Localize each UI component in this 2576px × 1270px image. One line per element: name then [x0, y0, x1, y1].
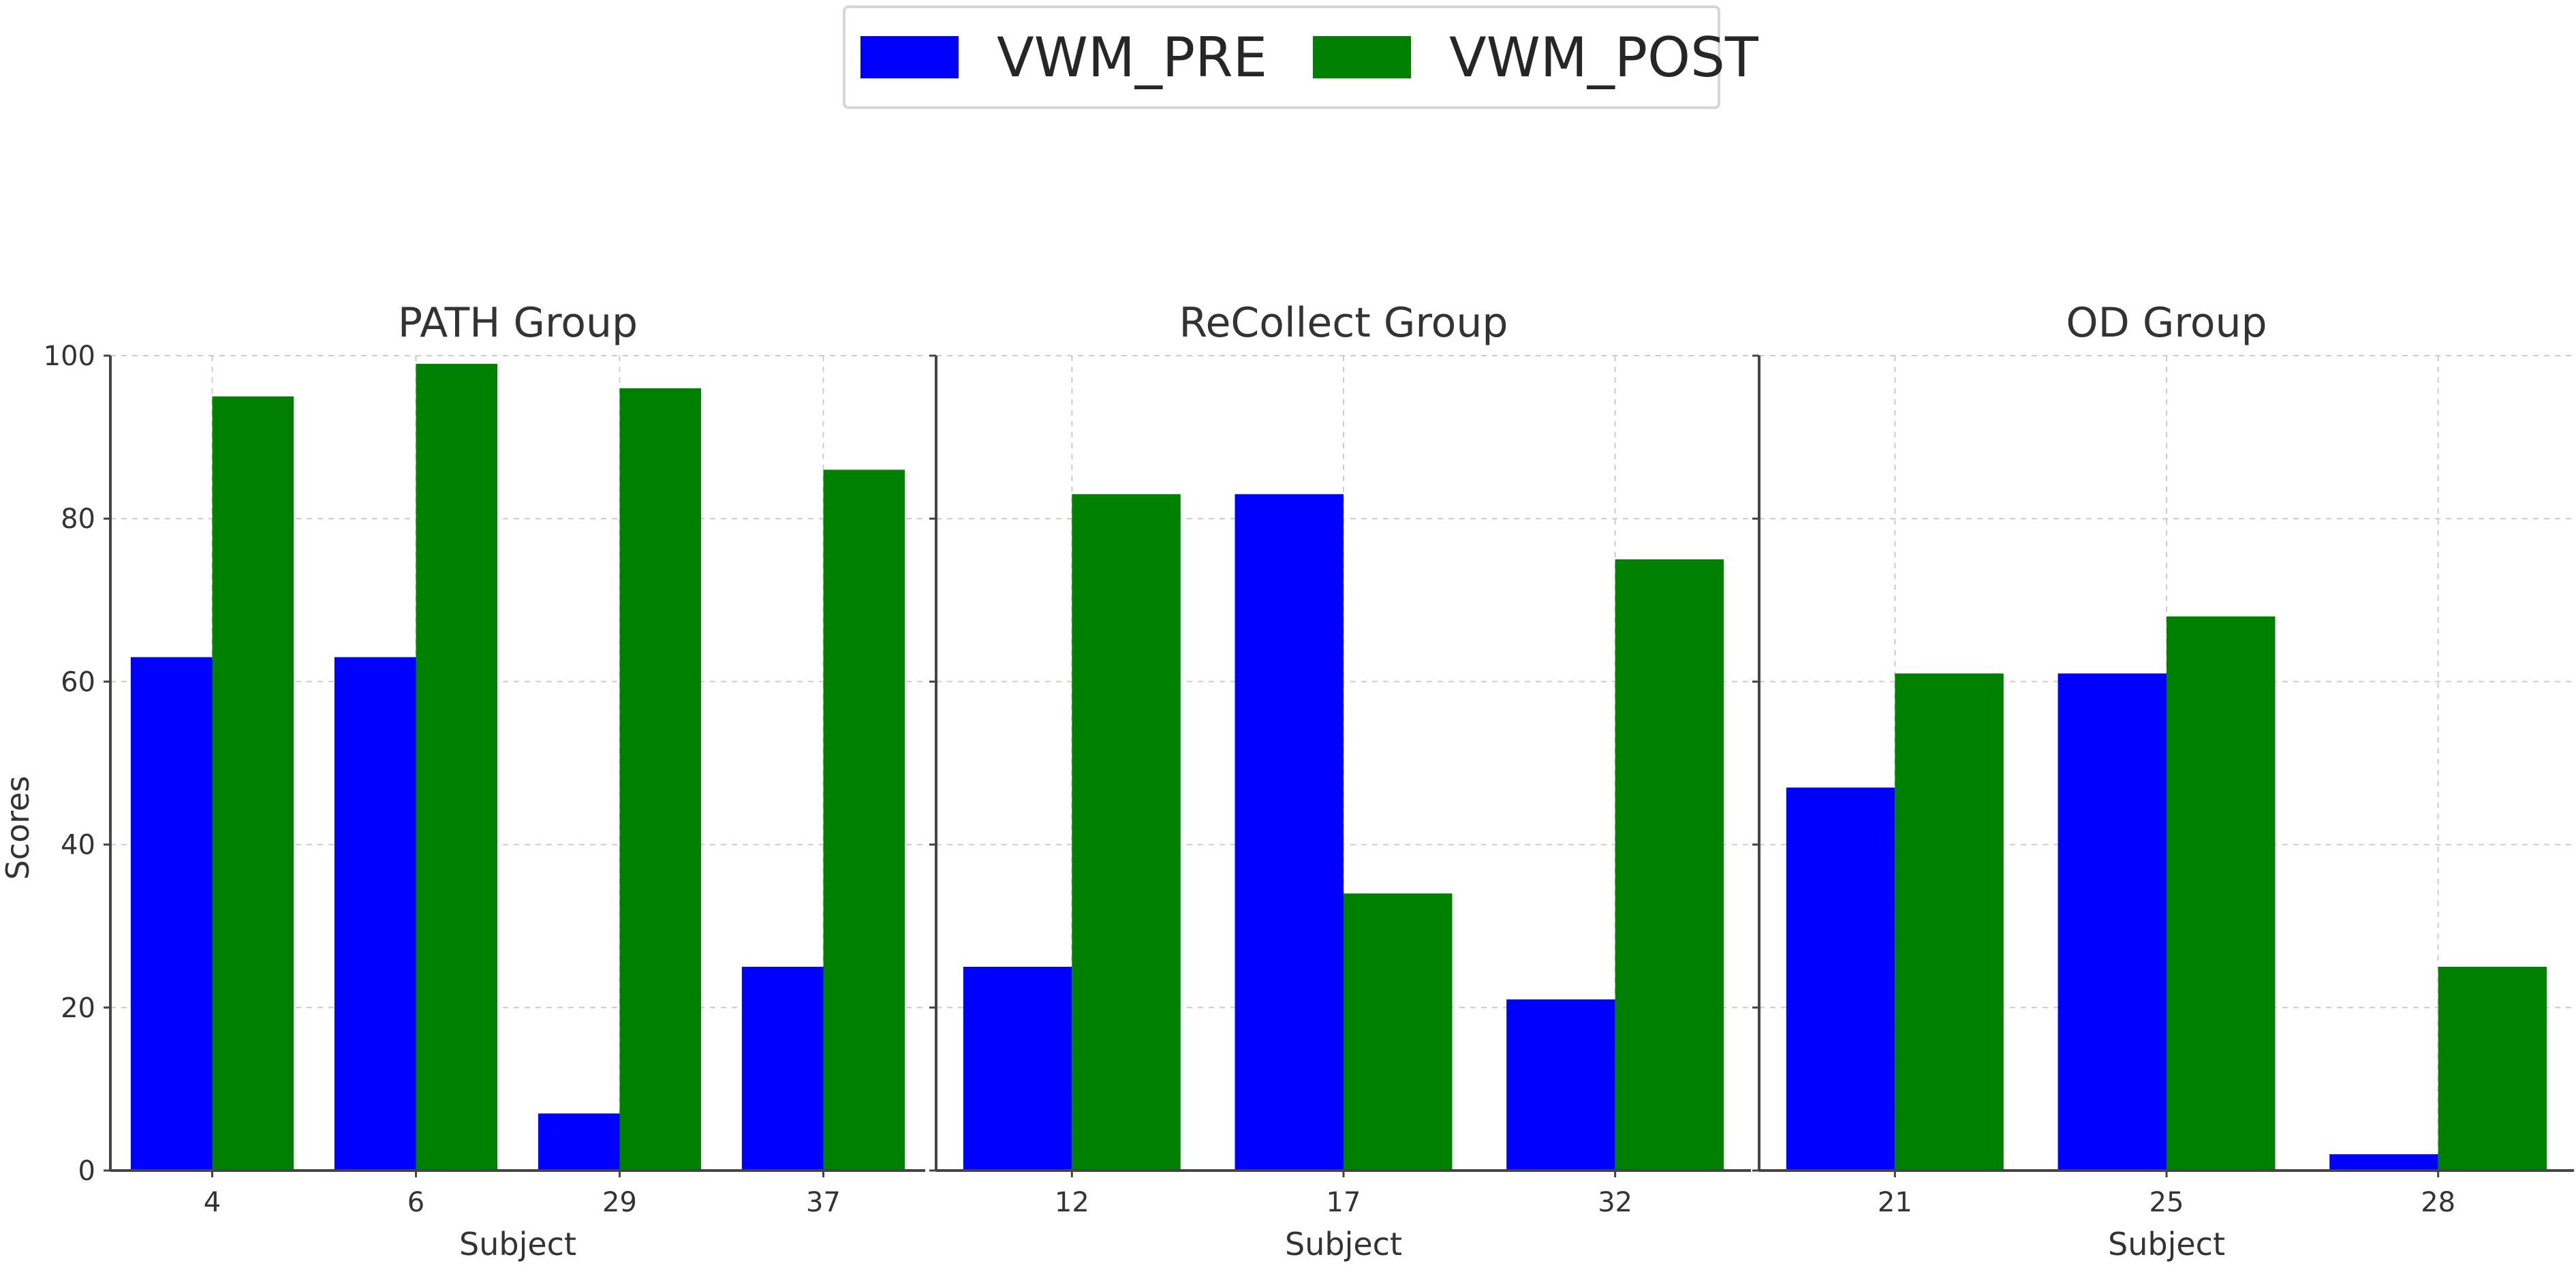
x-tick-label-6: 6	[407, 1187, 424, 1218]
x-tick-label-37: 37	[806, 1187, 841, 1218]
panel-1: 0 20 40 60 80 100 4 6 29 37 Subject PATH Group	[44, 299, 925, 1263]
bar-vwm-post-32	[1615, 559, 1724, 1171]
chart-legend: VWM_PRE VWM_POST	[843, 5, 1758, 109]
panel-title: PATH Group	[398, 299, 638, 347]
panel-title: ReCollect Group	[1179, 299, 1508, 347]
y-tick-label: 40	[61, 830, 95, 861]
x-tick-label-32: 32	[1598, 1187, 1632, 1218]
legend-label-post: VWM_POST	[1449, 25, 1758, 89]
legend-swatch-pre	[860, 36, 959, 78]
x-tick-label-28: 28	[2421, 1187, 2455, 1218]
y-axis-title: Scores	[0, 776, 36, 880]
bar-vwm-pre-28	[2329, 1154, 2438, 1171]
x-tick-label-25: 25	[2150, 1187, 2184, 1218]
x-tick-label-12: 12	[1055, 1187, 1089, 1218]
x-tick-label-21: 21	[1878, 1187, 1912, 1218]
bar-vwm-pre-17	[1235, 494, 1344, 1171]
legend-swatch-post	[1313, 36, 1411, 78]
bar-vwm-pre-12	[963, 967, 1072, 1171]
bar-vwm-post-4	[212, 396, 294, 1171]
bar-vwm-post-21	[1895, 673, 2004, 1171]
bar-vwm-post-6	[416, 363, 498, 1171]
legend-label-pre: VWM_PRE	[997, 25, 1268, 89]
bar-vwm-pre-4	[130, 657, 213, 1171]
bar-vwm-post-28	[2438, 967, 2547, 1171]
bar-vwm-pre-21	[1786, 787, 1895, 1171]
bar-vwm-pre-32	[1506, 999, 1615, 1171]
y-tick-label: 0	[78, 1156, 95, 1187]
panel-title: OD Group	[2066, 299, 2267, 347]
x-tick-label-17: 17	[1326, 1187, 1361, 1218]
bar-vwm-pre-29	[538, 1113, 620, 1171]
x-axis-title: Subject	[2108, 1226, 2225, 1263]
bar-vwm-pre-37	[741, 967, 824, 1171]
x-axis-title: Subject	[459, 1226, 576, 1263]
x-tick-label-4: 4	[204, 1187, 221, 1218]
x-tick-label-29: 29	[602, 1187, 637, 1218]
y-tick-label: 60	[61, 666, 95, 698]
x-axis-title: Subject	[1285, 1226, 1402, 1263]
bar-vwm-post-12	[1072, 494, 1181, 1171]
bar-vwm-pre-25	[2058, 673, 2167, 1171]
legend-entry-pre: VWM_PRE	[860, 8, 1267, 106]
bar-vwm-post-17	[1344, 893, 1453, 1171]
y-tick-label: 20	[61, 993, 95, 1024]
bar-vwm-post-29	[619, 388, 702, 1171]
bar-vwm-post-25	[2167, 616, 2276, 1171]
panel-3: 21 25 28 Subject OD Group	[1752, 299, 2574, 1263]
y-tick-label: 80	[61, 504, 95, 535]
bar-vwm-pre-6	[334, 657, 416, 1171]
panel-2: 12 17 32 Subject ReCollect Group	[929, 299, 1751, 1263]
legend-entry-post: VWM_POST	[1313, 8, 1758, 106]
y-tick-label: 100	[44, 341, 95, 372]
bar-vwm-post-37	[823, 469, 905, 1171]
